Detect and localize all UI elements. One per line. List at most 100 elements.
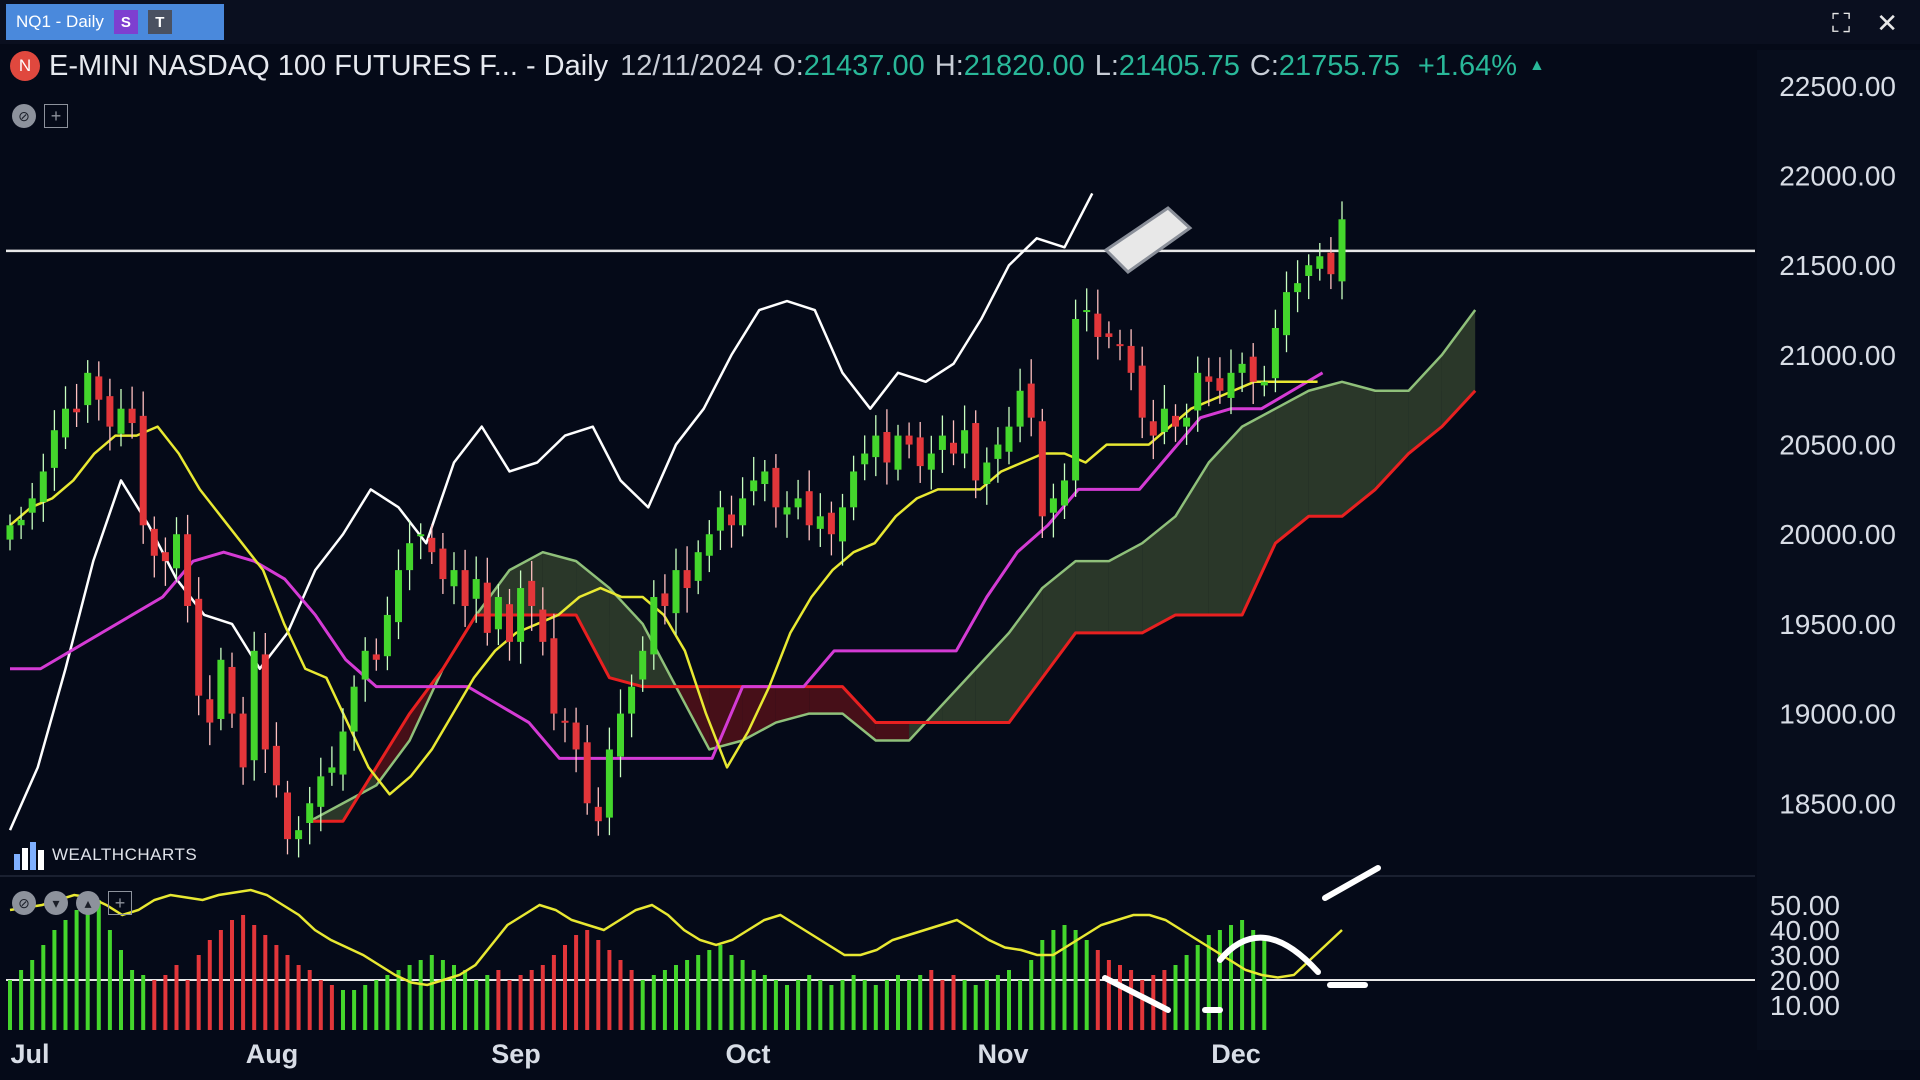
candle-body	[1183, 417, 1191, 427]
symbol-badge: N	[10, 51, 40, 81]
candle-body	[1149, 421, 1157, 436]
candle-body	[1327, 252, 1335, 275]
candle-body	[972, 423, 980, 481]
volume-bar	[585, 930, 590, 1030]
expand-icon[interactable]: ⛶	[1832, 8, 1851, 38]
volume-bar	[1040, 940, 1045, 1030]
annotation-stroke	[1102, 975, 1171, 1013]
cloud-segment	[775, 686, 810, 723]
volume-bar	[1007, 970, 1011, 1030]
candle-body	[650, 597, 658, 655]
volume-bar	[729, 955, 734, 1030]
candle-body	[483, 582, 491, 633]
volume-bar	[96, 900, 101, 1030]
candle-body	[173, 534, 180, 569]
candle-body	[39, 471, 47, 502]
annotation-stroke	[1217, 934, 1321, 975]
volume-bar	[1140, 980, 1145, 1030]
candle-body	[306, 803, 314, 823]
candle-body	[750, 480, 758, 492]
add-indicator-icon[interactable]: +	[44, 104, 68, 128]
volume-bar	[762, 975, 767, 1030]
volume-bar	[818, 980, 823, 1030]
price-tick-label: 21000.00	[1779, 340, 1896, 371]
volume-bar	[529, 970, 534, 1030]
volume-bar	[751, 970, 756, 1030]
candle-body	[1316, 256, 1324, 269]
cloud-segment	[1342, 381, 1376, 517]
volume-bar	[1173, 965, 1178, 1030]
sub-visibility-toggle-icon[interactable]: ⊘	[12, 891, 36, 915]
price-tick-label: 22500.00	[1779, 71, 1896, 102]
volume-bar	[363, 985, 368, 1030]
candle-body	[594, 806, 602, 822]
candle-body	[450, 570, 458, 587]
volume-bar	[640, 980, 645, 1030]
tab-title: NQ1 - Daily	[16, 12, 104, 31]
candle-body	[1072, 319, 1080, 481]
watermark-text: WEALTHCHARTS	[52, 845, 198, 864]
time-tick-label: Aug	[246, 1039, 298, 1069]
candle-body	[239, 713, 247, 768]
candle-body	[6, 525, 14, 540]
volume-bar	[41, 945, 46, 1030]
move-up-icon[interactable]: ▴	[76, 891, 100, 915]
volume-bar	[396, 970, 401, 1030]
candle-body	[472, 579, 480, 599]
candle-body	[439, 548, 447, 580]
volume-bar	[252, 925, 257, 1030]
candle-body	[395, 570, 402, 623]
volume-bar	[1217, 930, 1222, 1030]
volume-bar	[463, 970, 468, 1030]
volume-bar	[230, 920, 234, 1030]
price-axis-panel	[1757, 50, 1920, 1050]
volume-bar	[563, 945, 567, 1030]
visibility-toggle-icon[interactable]: ⊘	[12, 104, 36, 128]
sub-tick-label: 30.00	[1770, 940, 1840, 971]
volume-bar	[452, 965, 456, 1030]
candle-body	[62, 408, 69, 438]
volume-bar	[796, 980, 801, 1030]
cloud-segment	[1175, 462, 1209, 615]
candle-body	[1305, 265, 1313, 276]
candle-body	[1216, 378, 1224, 391]
volume-bar	[629, 970, 634, 1030]
candle-body	[1172, 415, 1179, 427]
chart-tab[interactable]: NQ1 - Daily S T	[6, 4, 224, 40]
move-down-icon[interactable]: ▾	[44, 891, 68, 915]
candle-body	[572, 722, 580, 750]
candle-body	[639, 650, 647, 680]
candle-body	[517, 588, 525, 642]
volume-bar	[241, 915, 246, 1030]
sub-add-indicator-icon[interactable]: +	[108, 891, 132, 915]
cloud-segment	[1242, 408, 1276, 615]
cloud-segment	[709, 686, 743, 750]
candle-body	[994, 444, 1002, 459]
volume-bar	[984, 980, 989, 1030]
badge-s-icon[interactable]: S	[113, 10, 138, 34]
volume-bar	[773, 980, 778, 1030]
volume-bar	[551, 955, 556, 1030]
price-tick-label: 22000.00	[1779, 161, 1896, 192]
volume-bar	[662, 970, 667, 1030]
volume-bar	[507, 980, 512, 1030]
candle-body	[1105, 333, 1113, 337]
time-tick-label: Nov	[977, 1039, 1028, 1069]
candle-body	[406, 543, 414, 571]
price-tick-label: 21500.00	[1779, 250, 1896, 281]
volume-bar	[274, 945, 279, 1030]
candle-body	[961, 430, 969, 454]
cloud-segment	[942, 668, 976, 723]
volume-bar	[440, 960, 445, 1030]
candle-body	[339, 731, 347, 775]
close-icon[interactable]: ✕	[1876, 8, 1898, 38]
badge-t-icon[interactable]: T	[147, 10, 172, 34]
volume-bar	[1018, 980, 1023, 1030]
volume-bar	[296, 965, 301, 1030]
marker-cursor-icon	[1103, 206, 1193, 274]
time-tick-label: Jul	[10, 1039, 49, 1069]
volume-bar	[130, 970, 135, 1030]
legend-name: E-MINI NASDAQ 100 FUTURES F... - Daily	[49, 49, 609, 82]
up-arrow-icon: ▲	[1529, 57, 1545, 74]
